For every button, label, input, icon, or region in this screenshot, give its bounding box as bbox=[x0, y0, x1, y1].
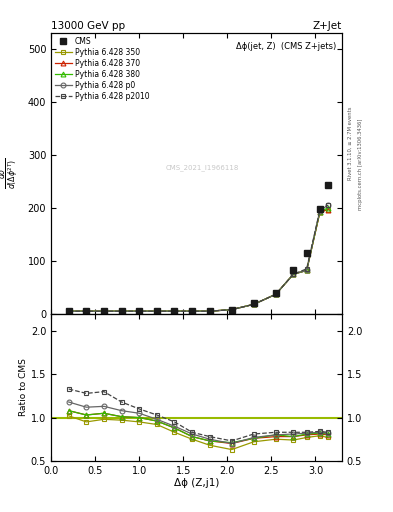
Text: Rivet 3.1.10, ≥ 2.7M events: Rivet 3.1.10, ≥ 2.7M events bbox=[348, 106, 353, 180]
X-axis label: Δϕ (Z,j1): Δϕ (Z,j1) bbox=[174, 478, 219, 488]
Text: Δϕ(jet, Z)  (CMS Z+jets): Δϕ(jet, Z) (CMS Z+jets) bbox=[236, 41, 336, 51]
Legend: CMS, Pythia 6.428 350, Pythia 6.428 370, Pythia 6.428 380, Pythia 6.428 p0, Pyth: CMS, Pythia 6.428 350, Pythia 6.428 370,… bbox=[53, 35, 151, 102]
Y-axis label: $\frac{d\sigma}{d(\Delta\phi^{2T})}$: $\frac{d\sigma}{d(\Delta\phi^{2T})}$ bbox=[0, 158, 22, 189]
Text: CMS_2021_I1966118: CMS_2021_I1966118 bbox=[165, 164, 239, 172]
Text: mcplots.cern.ch [arXiv:1306.3436]: mcplots.cern.ch [arXiv:1306.3436] bbox=[358, 118, 363, 209]
Y-axis label: Ratio to CMS: Ratio to CMS bbox=[19, 358, 28, 416]
Text: 13000 GeV pp: 13000 GeV pp bbox=[51, 21, 125, 31]
Text: Z+Jet: Z+Jet bbox=[313, 21, 342, 31]
